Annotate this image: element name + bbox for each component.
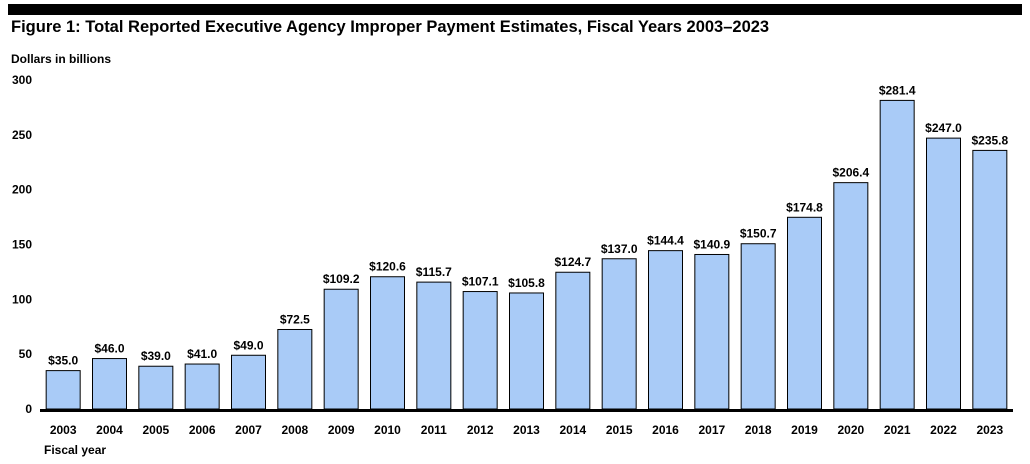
y-tick-label: 50 xyxy=(19,347,33,361)
data-label: $46.0 xyxy=(94,342,124,356)
x-tick-label: 2017 xyxy=(698,423,725,437)
y-tick-label: 250 xyxy=(12,128,32,142)
bar xyxy=(462,291,498,410)
x-tick-label: 2020 xyxy=(837,423,864,437)
bar xyxy=(926,137,961,410)
data-label: $49.0 xyxy=(233,338,263,352)
bar xyxy=(138,365,174,410)
bar xyxy=(231,354,266,410)
data-label: $39.0 xyxy=(141,349,171,363)
x-tick-label: 2006 xyxy=(189,423,216,437)
y-tick-label: 300 xyxy=(12,73,32,87)
title-rule xyxy=(8,4,1022,15)
x-tick-label: 2005 xyxy=(142,423,169,437)
bar xyxy=(648,250,683,410)
x-axis-line xyxy=(40,409,1013,412)
y-axis-title: Dollars in billions xyxy=(11,52,112,66)
bar xyxy=(370,276,405,410)
x-tick-label: 2010 xyxy=(374,423,401,437)
bar xyxy=(833,182,869,410)
bar xyxy=(277,328,313,410)
x-tick-label: 2009 xyxy=(328,423,355,437)
bar xyxy=(555,271,591,410)
data-label: $124.7 xyxy=(554,255,591,269)
x-tick-label: 2004 xyxy=(96,423,123,437)
data-label: $41.0 xyxy=(187,347,217,361)
x-tick-label: 2023 xyxy=(976,423,1003,437)
x-tick-label: 2022 xyxy=(930,423,957,437)
data-label: $281.4 xyxy=(879,83,916,97)
data-label: $105.8 xyxy=(508,276,545,290)
x-tick-label: 2007 xyxy=(235,423,262,437)
x-tick-label: 2015 xyxy=(606,423,633,437)
x-tick-label: 2003 xyxy=(50,423,77,437)
x-tick-label: 2016 xyxy=(652,423,679,437)
data-label: $235.8 xyxy=(971,133,1008,147)
x-tick-label: 2013 xyxy=(513,423,540,437)
x-tick-label: 2011 xyxy=(421,423,447,437)
bar xyxy=(694,253,730,410)
data-label: $107.1 xyxy=(462,275,499,289)
data-label: $72.5 xyxy=(280,312,310,326)
data-label: $115.7 xyxy=(416,265,452,279)
x-tick-label: 2008 xyxy=(281,423,308,437)
bar xyxy=(45,370,81,410)
y-tick-label: 200 xyxy=(12,183,32,197)
bar xyxy=(972,149,1008,410)
data-label: $144.4 xyxy=(647,234,684,248)
y-tick-label: 100 xyxy=(12,292,32,306)
bar xyxy=(601,258,637,410)
bar xyxy=(740,243,776,410)
data-label: $150.7 xyxy=(740,227,777,241)
data-label: $206.4 xyxy=(832,166,869,180)
data-label: $120.6 xyxy=(369,260,406,274)
bar xyxy=(879,99,915,410)
x-tick-label: 2014 xyxy=(559,423,586,437)
bar xyxy=(416,281,452,410)
x-axis-title: Fiscal year xyxy=(44,443,107,457)
bar xyxy=(509,292,544,410)
bar xyxy=(92,358,127,410)
data-label: $109.2 xyxy=(323,272,360,286)
y-tick-label: 0 xyxy=(25,402,32,416)
chart-title: Figure 1: Total Reported Executive Agenc… xyxy=(11,18,770,36)
x-tick-label: 2012 xyxy=(467,423,494,437)
bar xyxy=(323,288,359,410)
x-tick-label: 2021 xyxy=(884,423,911,437)
data-label: $174.8 xyxy=(786,200,823,214)
data-label: $247.0 xyxy=(925,121,962,135)
data-label: $137.0 xyxy=(601,242,638,256)
bar xyxy=(184,363,220,410)
y-tick-label: 150 xyxy=(12,238,32,252)
bar xyxy=(787,216,822,410)
data-label: $140.9 xyxy=(693,237,730,251)
x-tick-label: 2018 xyxy=(745,423,772,437)
x-tick-label: 2019 xyxy=(791,423,818,437)
data-label: $35.0 xyxy=(48,354,78,368)
